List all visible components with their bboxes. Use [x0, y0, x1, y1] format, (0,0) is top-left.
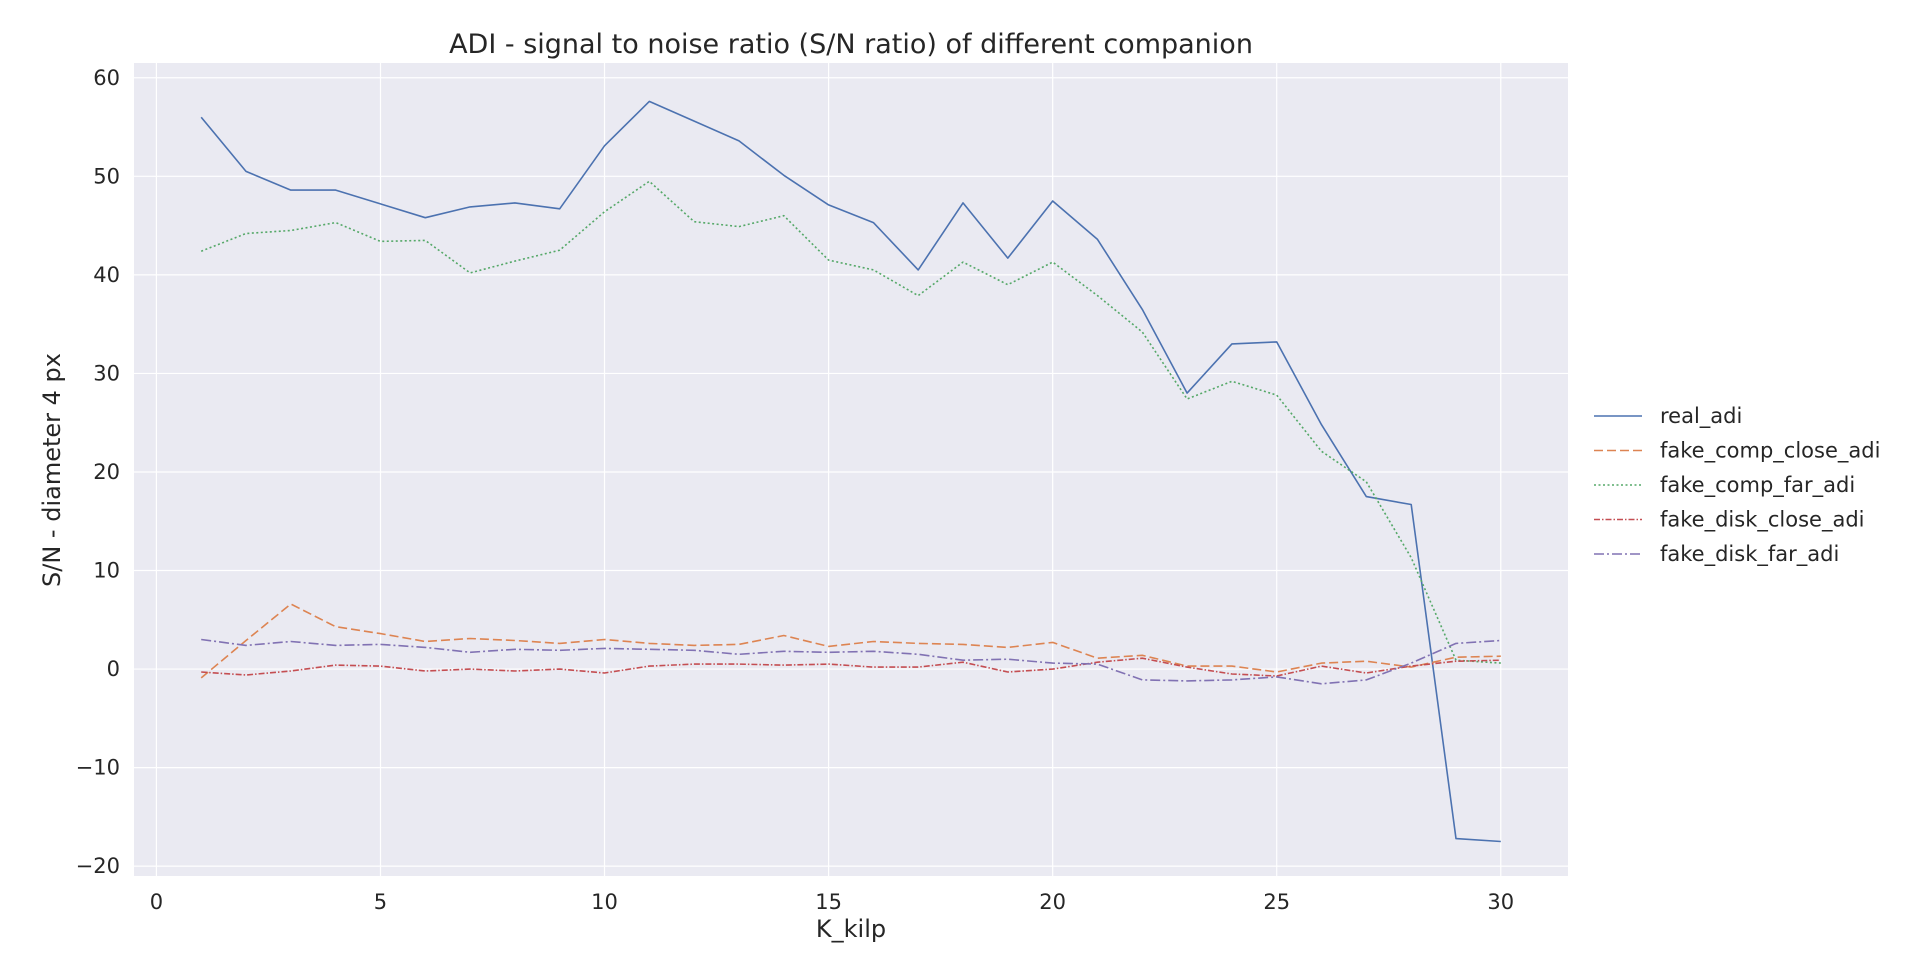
y-tick-label: 30 — [93, 361, 120, 385]
x-tick-label: 30 — [1487, 890, 1514, 914]
x-tick-label: 20 — [1039, 890, 1066, 914]
y-tick-labels: −20 −10 0 10 20 30 40 50 60 — [76, 66, 120, 878]
series-line-fake_comp_close_adi — [200, 603, 1501, 679]
y-tick-label: 60 — [93, 66, 120, 90]
y-tick-label: 10 — [93, 559, 120, 583]
plot-background — [134, 63, 1568, 876]
grid — [134, 63, 1568, 876]
y-tick-label: −10 — [76, 756, 120, 780]
y-tick-label: 40 — [93, 263, 120, 287]
y-tick-label: −20 — [76, 854, 120, 878]
legend-label: fake_comp_close_adi — [1660, 439, 1880, 464]
legend-label: fake_disk_far_adi — [1660, 542, 1839, 567]
x-tick-label: 15 — [815, 890, 842, 914]
legend-label: real_adi — [1660, 404, 1742, 429]
x-tick-labels: 0 5 10 15 20 25 30 — [150, 890, 1514, 914]
x-tick-label: 10 — [591, 890, 618, 914]
x-tick-label: 25 — [1263, 890, 1290, 914]
x-axis-label: K_kilp — [816, 915, 886, 943]
series-line-real_adi — [200, 100, 1501, 843]
y-axis-label: S/N - diameter 4 px — [38, 353, 66, 587]
series-layer — [200, 100, 1501, 843]
y-tick-label: 0 — [107, 657, 120, 681]
legend: real_adi fake_comp_close_adi fake_comp_far… — [1594, 404, 1880, 567]
series-line-fake_disk_far_adi — [201, 638, 1501, 685]
x-tick-label: 5 — [374, 890, 387, 914]
series-line-fake_comp_far_adi — [200, 180, 1501, 664]
chart-title: ADI - signal to noise ratio (S/N ratio) … — [449, 29, 1253, 60]
legend-label: fake_disk_close_adi — [1660, 508, 1864, 533]
y-tick-label: 50 — [93, 164, 120, 188]
y-tick-label: 20 — [93, 460, 120, 484]
legend-label: fake_comp_far_adi — [1660, 473, 1855, 498]
x-tick-label: 0 — [150, 890, 163, 914]
